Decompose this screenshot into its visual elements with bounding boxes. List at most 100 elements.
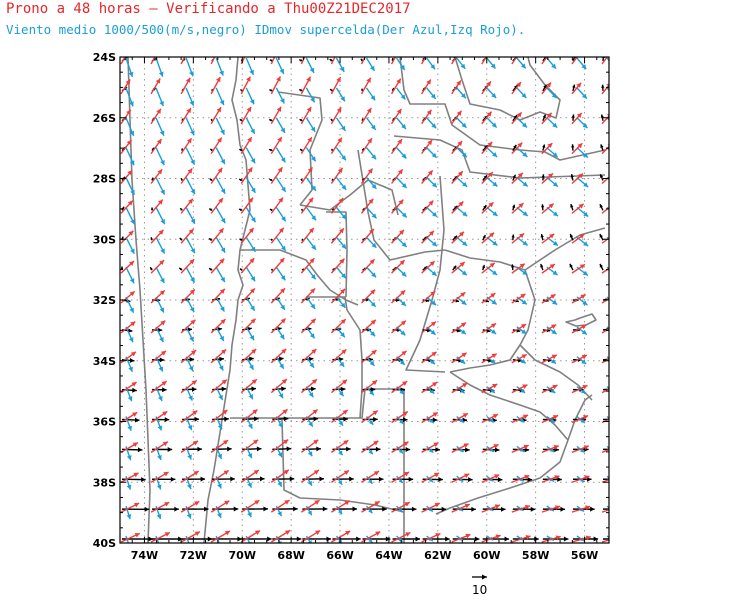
right-mover-vector	[456, 57, 466, 70]
right-mover-vector	[516, 57, 527, 69]
left-mover-vector	[451, 322, 467, 334]
left-mover-vector	[360, 198, 374, 214]
right-mover-vector	[275, 147, 286, 163]
mean-wind-vector	[270, 238, 273, 242]
right-mover-vector	[486, 57, 497, 69]
left-mover-vector	[481, 171, 494, 184]
left-mover-vector	[330, 76, 342, 95]
left-mover-vector	[240, 439, 259, 453]
mean-wind-vector	[331, 148, 334, 152]
right-mover-vector	[275, 266, 286, 281]
left-mover-vector	[330, 379, 348, 394]
right-mover-vector	[125, 326, 134, 343]
right-mover-vector	[486, 386, 496, 394]
lat-label: 36S	[93, 416, 116, 429]
left-mover-vector	[240, 227, 255, 244]
right-mover-vector	[456, 266, 468, 276]
left-mover-vector	[270, 287, 286, 304]
left-mover-vector	[270, 529, 291, 543]
left-mover-vector	[300, 469, 320, 483]
mean-wind-vector	[542, 144, 546, 151]
right-mover-vector	[546, 57, 557, 70]
mean-wind-vector	[269, 208, 273, 212]
left-mover-vector	[120, 290, 136, 304]
left-mover-vector	[481, 80, 492, 95]
left-mover-vector	[481, 292, 496, 304]
left-mover-vector	[571, 263, 586, 274]
right-mover-vector	[516, 147, 528, 158]
right-mover-vector	[516, 87, 527, 99]
left-mover-vector	[120, 381, 137, 394]
left-mover-vector	[421, 57, 427, 65]
right-mover-vector	[365, 147, 377, 160]
right-mover-vector	[426, 176, 438, 188]
left-mover-vector	[481, 383, 498, 394]
left-mover-vector	[451, 412, 469, 424]
mean-wind-vector	[239, 268, 243, 271]
right-mover-vector	[546, 386, 556, 394]
left-mover-vector	[270, 499, 290, 513]
left-mover-vector	[210, 469, 230, 483]
left-mover-vector	[360, 57, 366, 65]
left-mover-vector	[541, 57, 550, 65]
left-mover-vector	[270, 197, 284, 214]
right-mover-vector	[155, 207, 166, 225]
lat-label: 40S	[93, 537, 116, 550]
right-mover-vector	[125, 505, 132, 520]
lon-label: 66W	[326, 549, 353, 562]
right-mover-vector	[546, 206, 559, 217]
mean-wind-vector	[179, 237, 183, 241]
left-mover-vector	[300, 227, 315, 244]
right-mover-vector	[125, 147, 135, 166]
right-mover-vector	[215, 356, 224, 371]
left-mover-vector	[421, 351, 437, 364]
left-mover-vector	[331, 409, 349, 424]
left-mover-vector	[571, 475, 590, 483]
left-mover-vector	[421, 290, 436, 304]
mean-wind-vector	[482, 234, 486, 241]
right-mover-vector	[396, 475, 404, 484]
mean-wind-vector	[542, 114, 547, 122]
right-mover-vector	[215, 326, 225, 342]
left-mover-vector	[180, 198, 194, 214]
lat-label: 32S	[93, 294, 116, 307]
left-mover-vector	[300, 106, 312, 125]
left-mover-vector	[120, 79, 131, 95]
left-mover-vector	[481, 413, 499, 424]
left-mover-vector	[150, 108, 162, 125]
left-mover-vector	[451, 170, 464, 184]
mean-wind-vector	[392, 298, 400, 302]
left-mover-vector	[180, 379, 198, 394]
left-mover-vector	[390, 138, 403, 155]
right-mover-vector	[426, 266, 438, 277]
mean-wind-vector	[572, 84, 576, 92]
mean-wind-vector	[330, 118, 334, 122]
wind-vectors	[120, 57, 609, 543]
left-mover-vector	[451, 261, 466, 274]
right-mover-vector	[396, 147, 407, 159]
left-mover-vector	[481, 232, 495, 244]
right-mover-vector	[606, 535, 609, 539]
right-mover-vector	[185, 207, 196, 225]
mean-wind-vector	[208, 237, 213, 241]
left-mover-vector	[330, 318, 347, 334]
mean-wind-vector	[452, 328, 461, 333]
left-mover-vector	[481, 111, 493, 125]
right-mover-vector	[396, 117, 407, 130]
mean-wind-vector	[542, 506, 565, 512]
mean-wind-vector	[540, 263, 544, 271]
right-mover-vector	[396, 445, 404, 454]
left-mover-vector	[180, 228, 195, 244]
mean-wind-vector	[209, 148, 213, 152]
right-mover-vector	[215, 147, 226, 165]
left-mover-vector	[391, 350, 407, 364]
left-mover-vector	[210, 439, 229, 453]
right-mover-vector	[576, 117, 588, 129]
left-mover-vector	[541, 233, 555, 244]
left-mover-vector	[210, 288, 226, 304]
left-mover-vector	[360, 137, 373, 155]
right-mover-vector	[305, 326, 316, 339]
left-mover-vector	[451, 503, 471, 513]
left-mover-vector	[421, 442, 439, 453]
